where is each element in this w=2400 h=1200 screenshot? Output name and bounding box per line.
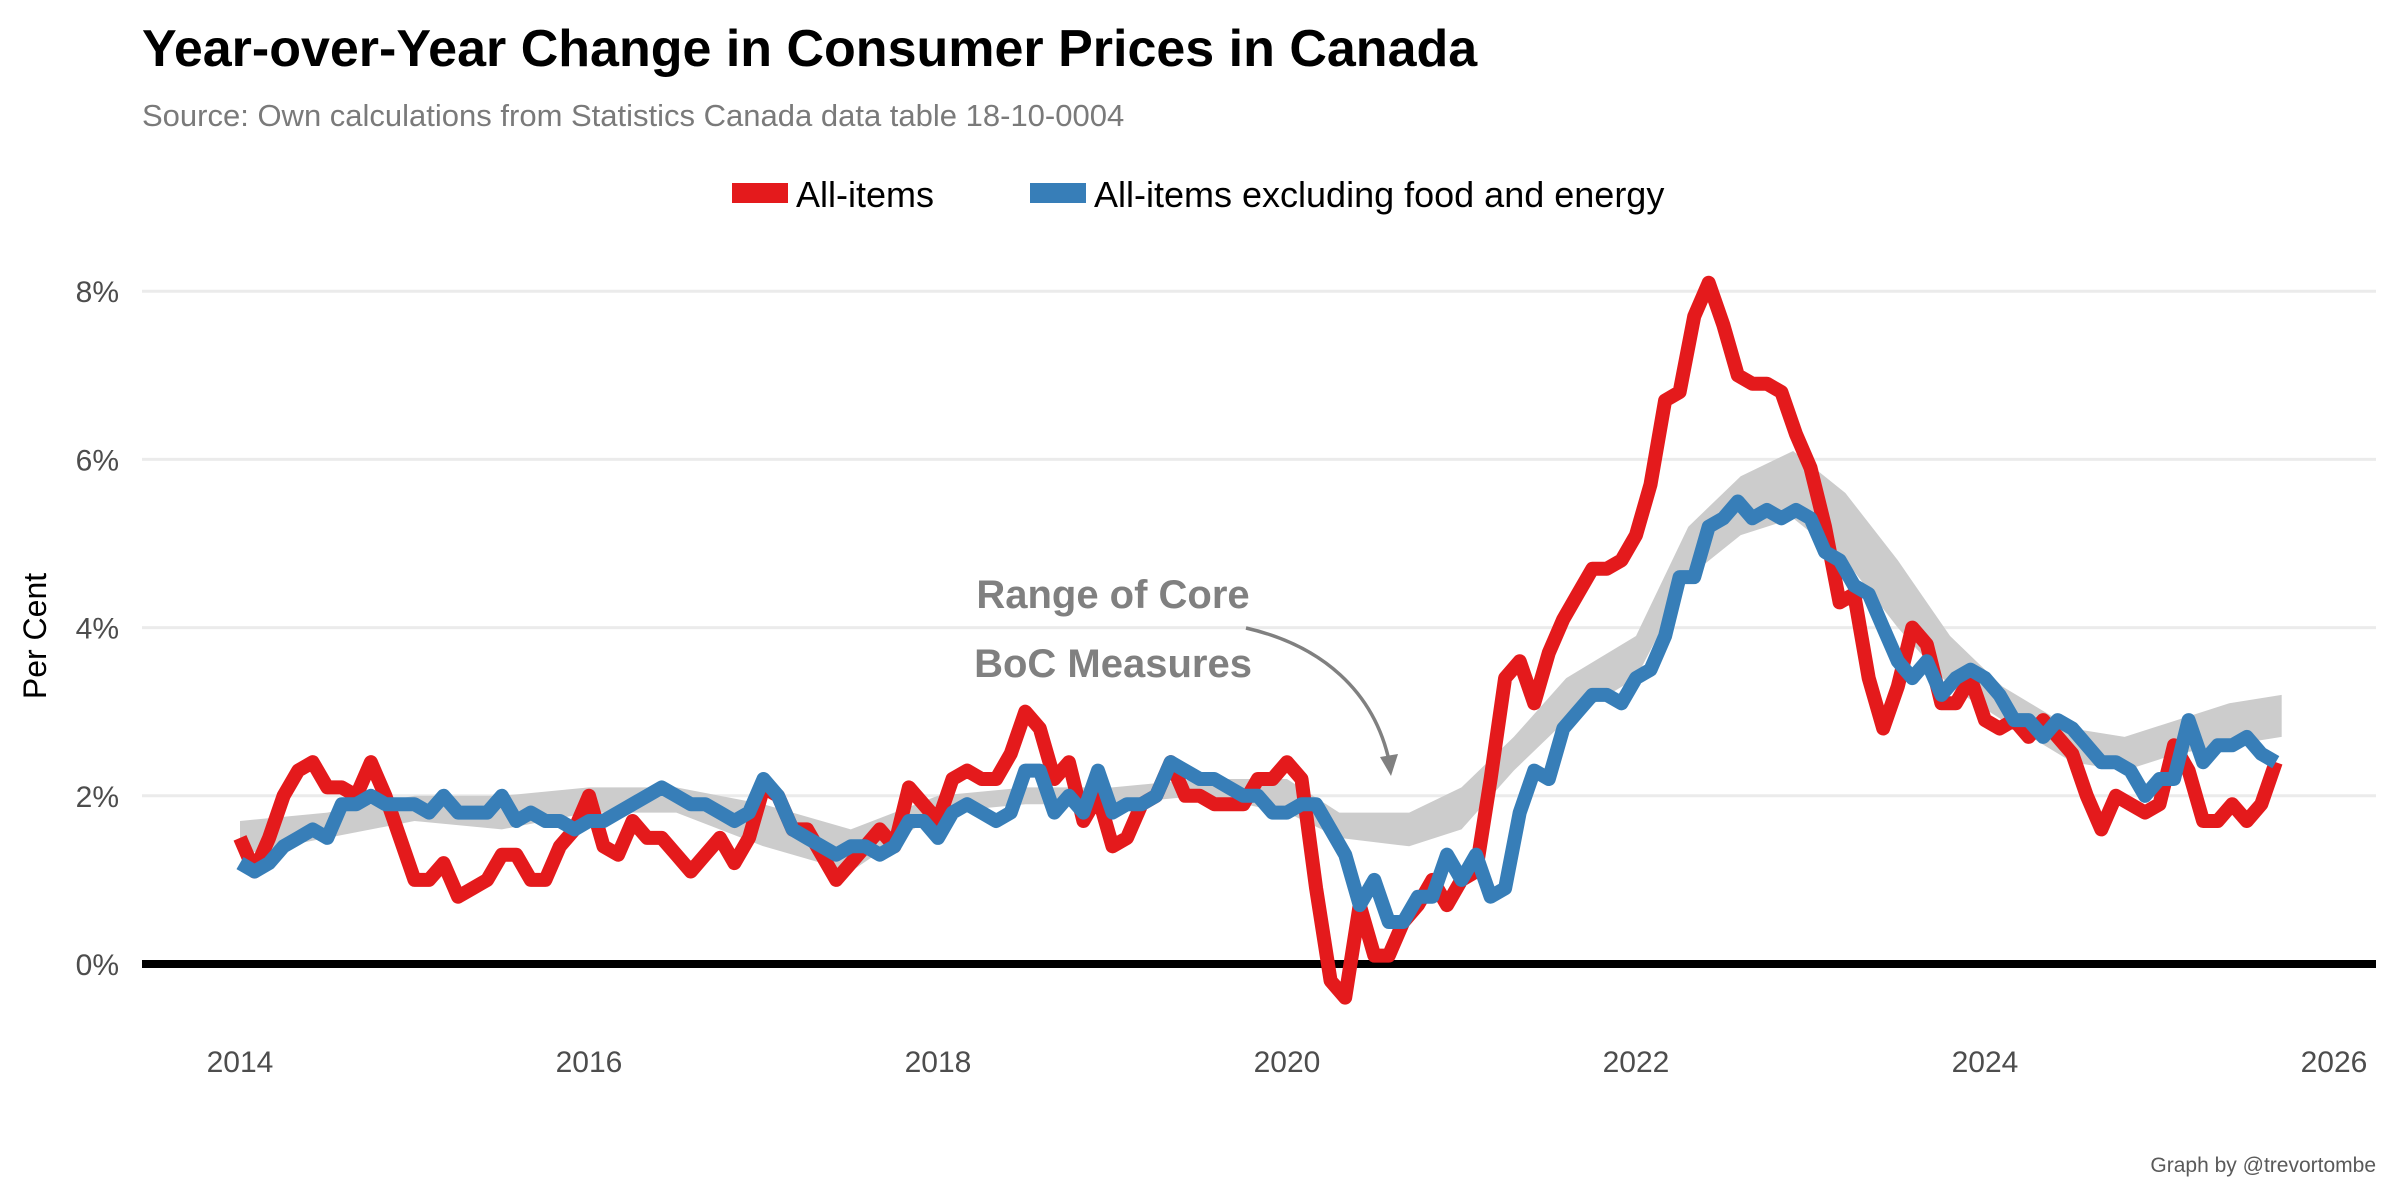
legend-swatch-all-items (732, 183, 788, 203)
x-tick-label: 2018 (905, 1046, 972, 1079)
legend-label-core: All-items excluding food and energy (1094, 174, 1664, 215)
x-tick-label: 2022 (1603, 1046, 1670, 1079)
y-tick-label: 0% (76, 949, 119, 982)
legend-label-all-items: All-items (796, 174, 934, 215)
y-axis-ticks: 0% 2% 4% 6% 8% (76, 276, 119, 982)
y-axis-label: Per Cent (17, 573, 53, 699)
chart-caption: Graph by @trevortombe (2150, 1154, 2376, 1177)
annotation-arrowhead-icon (1380, 754, 1398, 776)
y-tick-label: 8% (76, 276, 119, 309)
chart-title: Year-over-Year Change in Consumer Prices… (142, 20, 1478, 78)
x-tick-label: 2020 (1254, 1046, 1321, 1079)
y-tick-label: 2% (76, 781, 119, 814)
x-tick-label: 2024 (1952, 1046, 2019, 1079)
series-line-core (236, 494, 2280, 929)
x-tick-label: 2014 (207, 1046, 274, 1079)
legend: All-items All-items excluding food and e… (732, 174, 1664, 215)
chart-subtitle: Source: Own calculations from Statistics… (142, 98, 1124, 133)
y-tick-label: 6% (76, 444, 119, 477)
legend-swatch-core (1030, 183, 1086, 203)
series-lines (233, 275, 2283, 1005)
series-line-all-items (233, 275, 2283, 1005)
annotation: Range of Core BoC Measures (974, 573, 1398, 776)
y-tick-label: 4% (76, 613, 119, 646)
annotation-line-2: BoC Measures (974, 642, 1252, 686)
x-axis-ticks: 2014 2016 2018 2020 2022 2024 2026 (207, 1046, 2368, 1079)
x-tick-label: 2016 (556, 1046, 623, 1079)
x-tick-label: 2026 (2301, 1046, 2368, 1079)
annotation-arrow (1245, 626, 1392, 766)
annotation-line-1: Range of Core (976, 573, 1249, 617)
